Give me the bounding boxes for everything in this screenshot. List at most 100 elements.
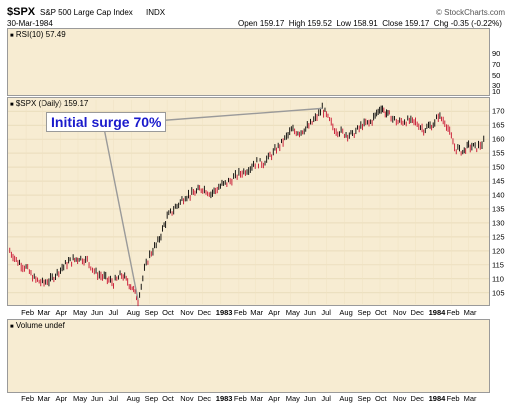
y-tick-label: 170 — [492, 107, 505, 116]
x-tick-label: May — [286, 308, 300, 317]
x-tick-label-volume: May — [73, 394, 87, 403]
rsi-label: ■ RSI(10) 57.49 — [10, 30, 66, 39]
x-tick-label-volume: Mar — [250, 394, 263, 403]
y-tick-label: 130 — [492, 218, 505, 227]
x-tick-label: Jun — [91, 308, 103, 317]
y-tick-label: 155 — [492, 149, 505, 158]
annotation-pointer-high — [154, 107, 323, 122]
y-tick-label: 110 — [492, 274, 504, 283]
x-tick-label: Sep — [145, 308, 158, 317]
x-tick-label: Mar — [37, 308, 50, 317]
x-tick-label: May — [73, 308, 87, 317]
y-tick-label: 160 — [492, 135, 505, 144]
volume-panel: ■ Volume undef — [7, 319, 490, 393]
x-tick-label-volume: Jul — [321, 394, 331, 403]
checkbox-icon: ■ — [10, 102, 14, 108]
rsi-tick-50: 50 — [492, 71, 500, 80]
x-tick-label: Oct — [162, 308, 175, 317]
x-tick-label-volume: Apr — [55, 394, 67, 403]
x-tick-label-volume: Oct — [375, 394, 388, 403]
x-tick-label: Apr — [55, 308, 67, 317]
x-tick-label: Dec — [198, 308, 212, 317]
x-tick-label: Aug — [339, 308, 352, 317]
open-value: 159.17 — [259, 19, 285, 28]
high-label: High — [288, 19, 306, 28]
rsi-tick-10: 10 — [492, 87, 500, 96]
x-tick-label-volume: Nov — [180, 394, 194, 403]
x-tick-label: Feb — [447, 308, 460, 317]
open-label: Open — [238, 19, 258, 28]
x-tick-label: 1983 — [216, 308, 233, 317]
x-tick-label: Aug — [127, 308, 140, 317]
x-tick-label-volume: Dec — [198, 394, 212, 403]
annotation-pointer-low — [103, 127, 139, 300]
x-tick-label-volume: Feb — [21, 394, 34, 403]
x-tick-label: Jul — [321, 308, 331, 317]
x-tick-label-volume: Aug — [127, 394, 140, 403]
y-tick-label: 115 — [492, 260, 504, 269]
x-tick-label: Jul — [109, 308, 119, 317]
credit-text[interactable]: © StockCharts.com — [436, 8, 506, 17]
volume-label-text: Volume undef — [15, 321, 65, 330]
high-value: 159.52 — [307, 19, 332, 28]
ohlc-readout: Open 159.17 High 159.52 Low 158.91 Close… — [238, 19, 502, 28]
x-tick-label-volume: Sep — [145, 394, 158, 403]
x-tick-label: Feb — [234, 308, 247, 317]
x-tick-label-volume: Oct — [162, 394, 175, 403]
x-tick-label: Sep — [357, 308, 370, 317]
chg-label: Chg — [433, 19, 449, 28]
index-name: S&P 500 Large Cap Index — [40, 8, 133, 17]
x-tick-label: Nov — [180, 308, 194, 317]
rsi-tick-30: 30 — [492, 81, 500, 90]
rsi-tick-70: 70 — [492, 60, 500, 69]
x-tick-label: Oct — [375, 308, 388, 317]
y-tick-label: 125 — [492, 232, 505, 241]
x-tick-label-volume: Dec — [411, 394, 425, 403]
rsi-tick-90: 90 — [492, 49, 500, 58]
x-tick-label-volume: 1983 — [216, 394, 233, 403]
symbol: $SPX — [7, 6, 36, 18]
x-tick-label-volume: Feb — [234, 394, 247, 403]
x-tick-label-volume: Jul — [109, 394, 119, 403]
x-tick-label: Jun — [304, 308, 316, 317]
checkbox-icon: ■ — [10, 33, 14, 39]
y-tick-label: 150 — [492, 163, 505, 172]
price-label-text: $SPX (Daily) 159.17 — [15, 99, 89, 108]
low-label: Low — [336, 19, 352, 28]
x-tick-label: Nov — [393, 308, 407, 317]
y-tick-label: 165 — [492, 121, 505, 130]
x-tick-label: 1984 — [429, 308, 447, 317]
x-tick-label: Mar — [250, 308, 263, 317]
volume-label: ■ Volume undef — [10, 321, 65, 330]
y-tick-label: 135 — [492, 204, 505, 213]
checkbox-icon: ■ — [10, 324, 14, 330]
x-tick-label: Dec — [411, 308, 425, 317]
x-tick-label-volume: 1984 — [429, 394, 447, 403]
rsi-panel: ■ RSI(10) 57.49 — [7, 28, 490, 96]
low-value: 158.91 — [353, 19, 378, 28]
price-label: ■ $SPX (Daily) 159.17 — [10, 99, 88, 108]
x-tick-label-volume: Mar — [37, 394, 50, 403]
chg-value: -0.35 (-0.22%) — [450, 19, 502, 28]
x-tick-label-volume: Sep — [357, 394, 370, 403]
y-tick-label: 145 — [492, 177, 505, 186]
close-value: 159.17 — [404, 19, 430, 28]
exchange: INDX — [146, 8, 166, 17]
x-tick-label-volume: Jun — [304, 394, 316, 403]
x-tick-label-volume: Feb — [447, 394, 460, 403]
date-label: 30-Mar-1984 — [7, 19, 53, 28]
x-tick-label-volume: May — [286, 394, 300, 403]
annotation-callout: Initial surge 70% — [46, 112, 167, 132]
x-tick-label-volume: Nov — [393, 394, 407, 403]
y-tick-label: 140 — [492, 191, 505, 200]
x-tick-label-volume: Jun — [91, 394, 103, 403]
x-tick-label-volume: Mar — [464, 394, 477, 403]
rsi-label-text: RSI(10) 57.49 — [15, 30, 66, 39]
x-tick-label: Feb — [21, 308, 34, 317]
close-label: Close — [382, 19, 403, 28]
x-tick-label: Apr — [268, 308, 280, 317]
x-tick-label-volume: Apr — [268, 394, 280, 403]
x-tick-label-volume: Aug — [339, 394, 352, 403]
